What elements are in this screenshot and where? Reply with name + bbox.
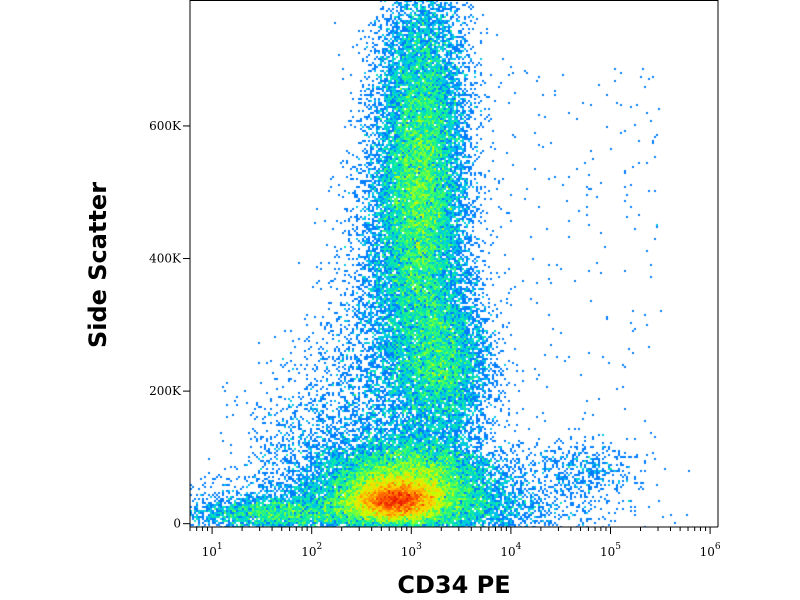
x-tick-label: 106 (700, 542, 721, 559)
x-tick-label: 104 (500, 542, 521, 559)
y-axis-ticks: 0 200K 400K 600K (149, 119, 190, 531)
x-tick-label: 101 (202, 542, 223, 559)
y-tick-label: 0 (173, 517, 181, 531)
y-tick-label: 400K (149, 252, 182, 266)
x-axis-ticks: 101 102 103 104 105 106 (189, 527, 721, 559)
density-cloud (190, 0, 718, 527)
y-tick-label: 600K (149, 119, 182, 133)
x-tick-label: 105 (600, 542, 621, 559)
y-axis-title: Side Scatter (84, 182, 112, 348)
plot-area (190, 0, 718, 527)
x-tick-label: 102 (301, 542, 322, 559)
y-tick-label: 200K (149, 384, 182, 398)
x-tick-label: 103 (401, 542, 422, 559)
x-axis-title: CD34 PE (397, 571, 510, 599)
